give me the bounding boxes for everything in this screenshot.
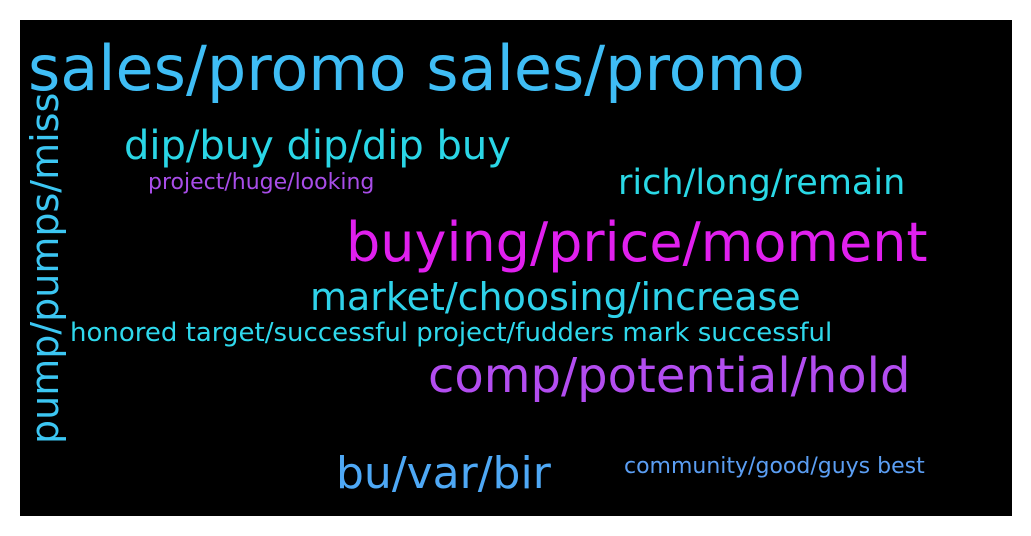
word-honored-target: honored target/successful project/fudder… bbox=[70, 318, 833, 348]
word-bu-var-bir: bu/var/bir bbox=[336, 448, 551, 499]
word-rich-long-remain: rich/long/remain bbox=[618, 163, 906, 203]
word-project-huge-looking: project/huge/looking bbox=[148, 170, 375, 195]
word-cloud-canvas: sales/promo sales/promo pump/pumps/miss … bbox=[20, 20, 1012, 516]
word-comp-potential-hold: comp/potential/hold bbox=[428, 348, 911, 404]
word-community-good-guys-best: community/good/guys best bbox=[624, 454, 925, 479]
word-pump-pumps-miss: pump/pumps/miss bbox=[23, 92, 67, 444]
word-dip-buy: dip/buy dip/dip buy bbox=[124, 123, 511, 169]
word-buying-price-moment: buying/price/moment bbox=[346, 211, 928, 274]
word-market-choosing-increase: market/choosing/increase bbox=[310, 275, 801, 319]
word-sales-promo: sales/promo sales/promo bbox=[28, 32, 805, 105]
